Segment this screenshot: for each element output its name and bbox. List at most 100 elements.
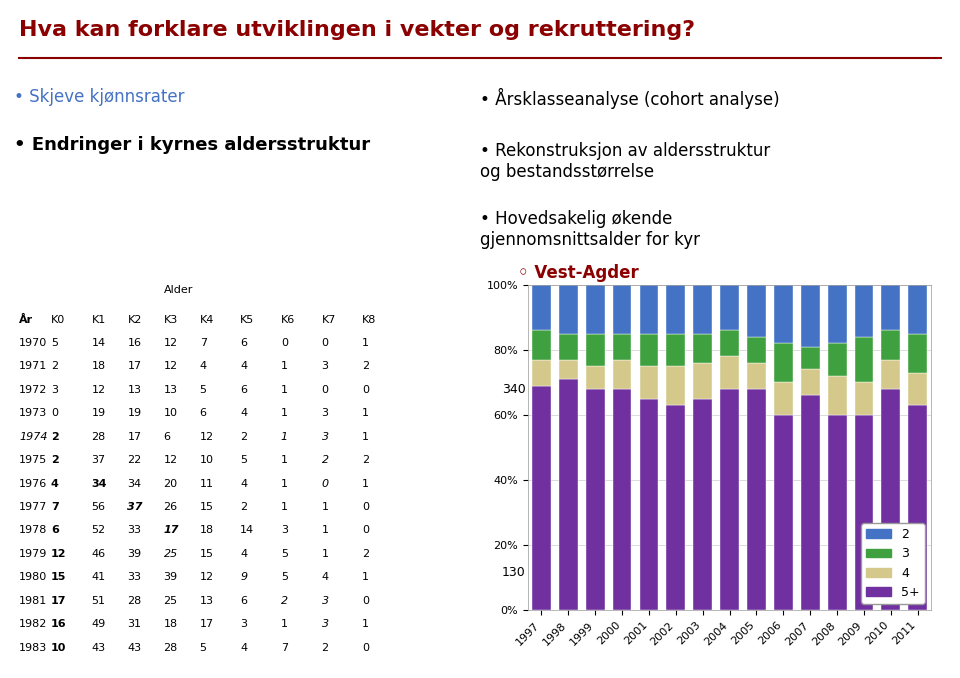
Text: 5: 5 (200, 643, 206, 653)
Text: 1970: 1970 (19, 338, 47, 348)
Text: K2: K2 (128, 315, 142, 325)
Text: K3: K3 (163, 315, 178, 325)
Bar (666, 334, 685, 366)
Bar (854, 285, 874, 337)
Bar (881, 389, 900, 610)
Text: 3: 3 (322, 408, 328, 418)
Text: • Hovedsakelig økende
gjennomsnittsalder for kyr: • Hovedsakelig økende gjennomsnittsalder… (480, 210, 700, 249)
Text: 15: 15 (51, 572, 66, 582)
Bar (532, 386, 551, 610)
Bar (612, 359, 632, 389)
Text: 11: 11 (200, 479, 214, 489)
Text: 5: 5 (200, 385, 206, 395)
Text: 3: 3 (240, 619, 248, 629)
Text: 18: 18 (163, 619, 178, 629)
Text: 33: 33 (128, 572, 141, 582)
Text: 56: 56 (91, 502, 106, 512)
Text: 340: 340 (502, 383, 525, 397)
Text: 7: 7 (281, 643, 288, 653)
Bar (586, 334, 605, 366)
Text: 1982: 1982 (19, 619, 48, 629)
Bar (881, 285, 900, 330)
Bar (559, 285, 578, 334)
Text: 0: 0 (362, 643, 369, 653)
Text: 17: 17 (128, 432, 142, 442)
Bar (639, 285, 659, 334)
Bar (747, 337, 766, 363)
Text: 28: 28 (128, 596, 142, 605)
Bar (559, 334, 578, 359)
Text: Alder: Alder (163, 285, 193, 295)
Text: 1: 1 (322, 549, 328, 559)
Text: 17: 17 (128, 361, 142, 372)
Bar (666, 366, 685, 405)
Bar (720, 285, 739, 330)
Text: 16: 16 (51, 619, 66, 629)
Text: 1976: 1976 (19, 479, 47, 489)
Bar (559, 379, 578, 610)
Text: 2: 2 (362, 361, 370, 372)
Text: 12: 12 (51, 549, 66, 559)
Text: 1: 1 (322, 525, 328, 536)
Text: K7: K7 (322, 315, 336, 325)
Bar (801, 285, 820, 346)
Bar (854, 415, 874, 610)
Text: 6: 6 (51, 525, 59, 536)
Text: 41: 41 (91, 572, 106, 582)
Bar (612, 334, 632, 359)
Text: 3: 3 (322, 361, 328, 372)
Text: 4: 4 (200, 361, 206, 372)
Bar (693, 399, 712, 610)
Text: 1: 1 (281, 408, 288, 418)
Text: 5: 5 (51, 338, 58, 348)
Text: 34: 34 (128, 479, 142, 489)
Text: 1: 1 (362, 338, 369, 348)
Bar (774, 343, 793, 382)
Bar (666, 405, 685, 610)
Bar (908, 405, 927, 610)
Text: 6: 6 (240, 338, 248, 348)
Bar (801, 395, 820, 610)
Text: 18: 18 (200, 525, 214, 536)
Text: 2: 2 (51, 432, 59, 442)
Bar (586, 285, 605, 334)
Bar (612, 285, 632, 334)
Text: 12: 12 (163, 361, 178, 372)
Text: 1975: 1975 (19, 455, 47, 465)
Text: 0: 0 (322, 385, 328, 395)
Text: 1981: 1981 (19, 596, 47, 605)
Text: 1: 1 (281, 432, 288, 442)
Text: 1: 1 (362, 572, 369, 582)
Text: 19: 19 (91, 408, 106, 418)
Text: 15: 15 (200, 549, 214, 559)
Text: 37: 37 (91, 455, 106, 465)
Text: 6: 6 (240, 596, 248, 605)
Text: 4: 4 (322, 572, 328, 582)
Text: 52: 52 (91, 525, 106, 536)
Text: 1983: 1983 (19, 643, 47, 653)
Bar (828, 285, 847, 343)
Text: 1972: 1972 (19, 385, 48, 395)
Bar (693, 285, 712, 334)
Text: 2: 2 (51, 455, 59, 465)
Text: 22: 22 (128, 455, 142, 465)
Bar (586, 366, 605, 389)
Bar (747, 285, 766, 337)
Bar (908, 373, 927, 405)
Bar (881, 330, 900, 359)
Text: 1971: 1971 (19, 361, 47, 372)
Text: 0: 0 (362, 502, 369, 512)
Text: 13: 13 (163, 385, 178, 395)
Text: 2: 2 (240, 432, 248, 442)
Text: 51: 51 (91, 596, 106, 605)
Text: 1973: 1973 (19, 408, 47, 418)
Text: 16: 16 (128, 338, 141, 348)
Text: 33: 33 (128, 525, 141, 536)
Text: 7: 7 (51, 502, 59, 512)
Text: 0: 0 (281, 338, 288, 348)
Text: 3: 3 (51, 385, 58, 395)
Bar (747, 363, 766, 389)
Text: 14: 14 (240, 525, 254, 536)
Text: 39: 39 (128, 549, 142, 559)
Text: K1: K1 (91, 315, 106, 325)
